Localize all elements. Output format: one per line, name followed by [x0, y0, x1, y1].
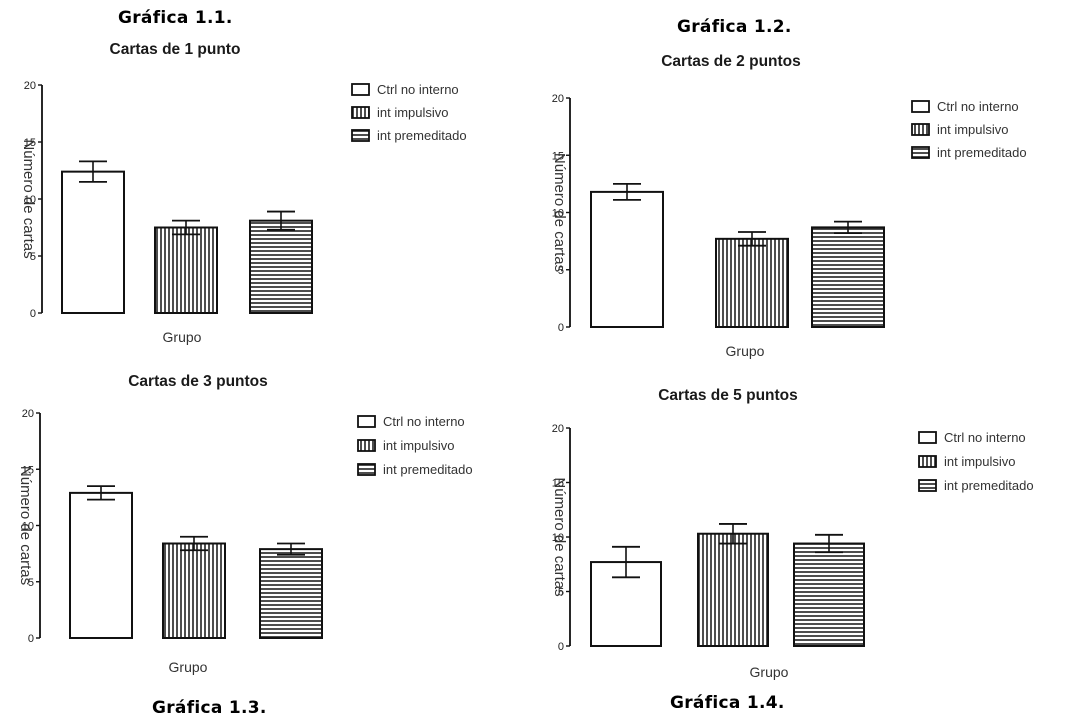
y-tick-label: 15 — [552, 478, 564, 490]
legend-int-premeditado: int premeditado — [377, 128, 467, 143]
y-tick-label: 20 — [552, 423, 564, 435]
y-tick-label: 10 — [552, 532, 564, 544]
legend-int-impulsivo-swatch — [357, 439, 376, 452]
legend-int-premeditado-swatch — [911, 146, 930, 159]
legend-int-premeditado: int premeditado — [937, 145, 1027, 160]
legend-ctrl-no-interno: Ctrl no interno — [944, 430, 1026, 445]
y-tick-label: 5 — [28, 577, 34, 589]
legend-ctrl-no-interno: Ctrl no interno — [937, 99, 1019, 114]
legend-int-premeditado-swatch — [918, 479, 937, 492]
chart-cartas-2-puntos: Cartas de 2 puntos 0 5 10 15 20 Número de cart… — [551, 53, 1027, 359]
y-axis-label: Número de cartas — [20, 139, 37, 258]
legend-int-premeditado: int premeditado — [944, 478, 1034, 493]
chart-title: Cartas de 3 puntos — [128, 373, 268, 390]
bar-int-premeditado — [811, 226, 885, 328]
caption-grafica-1-3: Gráfica 1.3. — [152, 698, 267, 718]
y-tick-label: 20 — [552, 93, 564, 105]
y-tick-label: 5 — [30, 251, 36, 263]
x-axis-label: Grupo — [726, 343, 765, 359]
legend-int-premeditado-swatch — [351, 129, 370, 142]
bar-int-premeditado — [793, 542, 865, 647]
legend-ctrl-no-interno-swatch — [918, 431, 937, 444]
bar-ctrl-no-interno — [61, 170, 125, 314]
caption-grafica-1-2: Gráfica 1.2. — [677, 17, 792, 37]
y-tick-label: 10 — [552, 208, 564, 220]
chart-title: Cartas de 2 puntos — [661, 53, 801, 70]
y-tick-label: 20 — [24, 80, 36, 92]
y-tick-label: 10 — [22, 521, 34, 533]
legend-int-impulsivo-swatch — [351, 106, 370, 119]
legend-int-impulsivo: int impulsivo — [383, 438, 455, 453]
y-tick-label: 0 — [28, 633, 34, 645]
bar-int-premeditado — [249, 219, 313, 314]
chart-cartas-3-puntos: Cartas de 3 puntos 0 5 10 15 20 Número de cart… — [17, 373, 473, 675]
legend-ctrl-no-interno: Ctrl no interno — [377, 82, 459, 97]
chart-title: Cartas de 5 puntos — [658, 387, 798, 404]
x-axis-label: Grupo — [750, 664, 789, 680]
legend-int-premeditado: int premeditado — [383, 462, 473, 477]
legend-int-premeditado-swatch — [357, 463, 376, 476]
y-tick-label: 15 — [552, 150, 564, 162]
legend-int-impulsivo-swatch — [918, 455, 937, 468]
y-tick-label: 10 — [24, 194, 36, 206]
legend-int-impulsivo: int impulsivo — [377, 105, 449, 120]
bar-int-impulsivo — [697, 532, 769, 647]
bar-ctrl-no-interno — [590, 190, 664, 328]
y-tick-label: 15 — [22, 464, 34, 476]
y-axis-label: Número de cartas — [551, 153, 568, 272]
legend-int-impulsivo-swatch — [911, 123, 930, 136]
y-tick-label: 15 — [24, 137, 36, 149]
caption-grafica-1-4: Gráfica 1.4. — [670, 693, 785, 713]
legend-ctrl-no-interno-swatch — [351, 83, 370, 96]
y-tick-label: 0 — [558, 641, 564, 653]
caption-grafica-1-1: Gráfica 1.1. — [118, 8, 233, 28]
x-axis-label: Grupo — [169, 659, 208, 675]
y-axis-label: Número de cartas — [17, 466, 34, 585]
y-axis-label: Número de cartas — [551, 477, 568, 596]
y-tick-label: 0 — [558, 322, 564, 334]
legend-ctrl-no-interno: Ctrl no interno — [383, 414, 465, 429]
legend-int-impulsivo: int impulsivo — [944, 454, 1016, 469]
chart-title: Cartas de 1 punto — [110, 41, 241, 58]
y-tick-label: 5 — [558, 265, 564, 277]
bar-int-impulsivo — [162, 542, 226, 639]
legend-ctrl-no-interno-swatch — [911, 100, 930, 113]
legend-int-impulsivo: int impulsivo — [937, 122, 1009, 137]
chart-cartas-1-punto: Cartas de 1 punto 0 5 10 15 20 Número de carta… — [20, 41, 467, 345]
bar-ctrl-no-interno — [69, 491, 133, 639]
bar-int-impulsivo — [154, 226, 218, 314]
chart-cartas-5-puntos: Cartas de 5 puntos 0 5 10 15 20 Número de cart… — [551, 387, 1034, 680]
y-tick-label: 5 — [558, 587, 564, 599]
y-tick-label: 0 — [30, 308, 36, 320]
y-tick-label: 20 — [22, 408, 34, 420]
x-axis-label: Grupo — [163, 329, 202, 345]
bar-int-premeditado — [259, 548, 323, 639]
legend-ctrl-no-interno-swatch — [357, 415, 376, 428]
bar-int-impulsivo — [715, 237, 789, 329]
